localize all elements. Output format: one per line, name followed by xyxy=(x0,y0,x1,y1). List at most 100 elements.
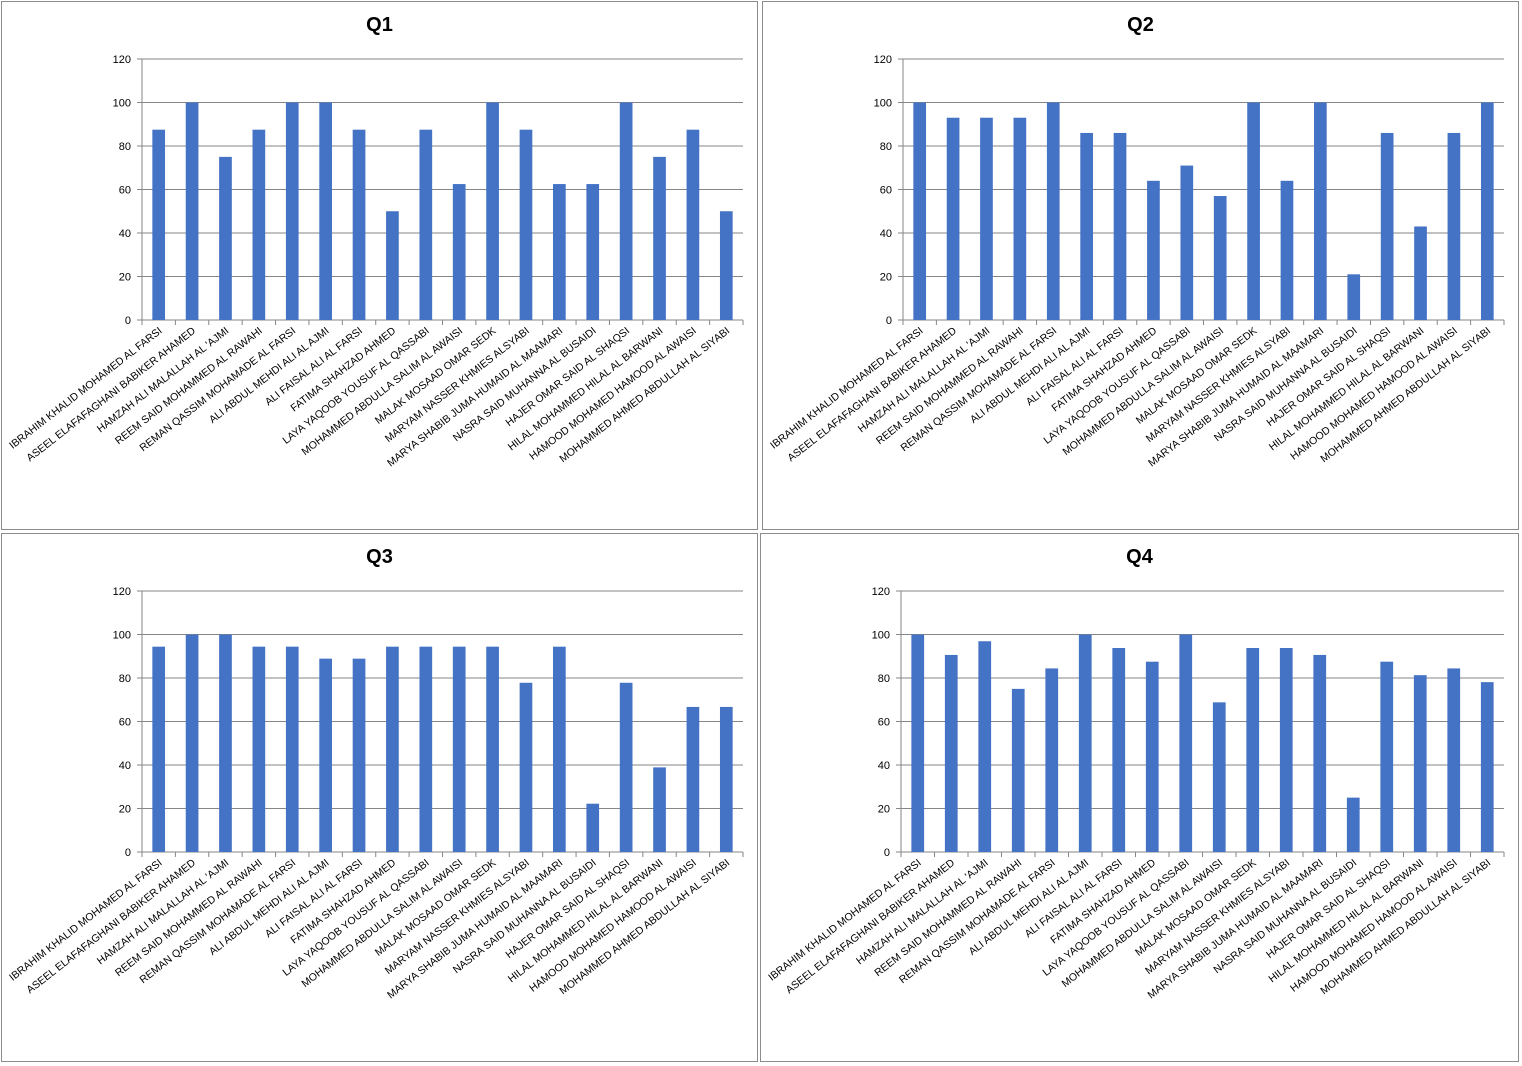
bar xyxy=(586,184,600,320)
bar xyxy=(586,803,600,852)
bar xyxy=(1314,102,1327,320)
bar xyxy=(486,102,499,320)
bar xyxy=(978,641,992,852)
y-tick-label: 80 xyxy=(878,673,890,685)
bar xyxy=(686,129,700,320)
chart-svg: 0 20 40 60 80 100 120 IBRAHIM KHALID MOHAMED AL… xyxy=(7,586,744,1001)
bar xyxy=(252,129,266,320)
x-tick-label: IBRAHIM KHALID MOHAMED AL FARSI xyxy=(7,325,164,452)
y-tick-label: 80 xyxy=(880,141,892,153)
y-tick-label: 120 xyxy=(872,586,890,598)
bar xyxy=(911,634,925,852)
bar xyxy=(185,634,199,852)
chart-svg: 0 20 40 60 80 100 120 IBRAHIM KHALID MOHAMED AL… xyxy=(766,586,1505,1001)
bar xyxy=(152,129,166,320)
bar xyxy=(1013,117,1027,320)
bar xyxy=(1112,647,1126,852)
y-tick-label: 60 xyxy=(880,185,892,197)
y-tick-label: 40 xyxy=(119,760,131,772)
y-tick-label: 60 xyxy=(119,185,131,197)
y-tick-label: 40 xyxy=(119,228,131,240)
bar xyxy=(1180,165,1194,320)
bar xyxy=(386,646,399,852)
chart-title: Q4 xyxy=(1126,546,1153,568)
bar xyxy=(1113,132,1127,320)
bar xyxy=(319,102,332,320)
bar xyxy=(452,184,466,320)
bar xyxy=(419,646,433,852)
bar xyxy=(486,646,499,852)
bar xyxy=(1447,132,1461,320)
bar xyxy=(619,102,633,320)
bar xyxy=(1313,654,1327,852)
y-tick-label: 100 xyxy=(874,98,892,110)
bar xyxy=(944,654,958,852)
bar xyxy=(1347,274,1361,320)
y-tick-label: 80 xyxy=(119,673,131,685)
bar xyxy=(1046,102,1060,320)
y-tick-label: 20 xyxy=(878,804,890,816)
bar xyxy=(1212,702,1226,852)
x-tick-label: IBRAHIM KHALID MOHAMED AL FARSI xyxy=(766,857,923,984)
x-tick-label: IBRAHIM KHALID MOHAMED AL FARSI xyxy=(768,325,925,452)
bar xyxy=(1078,634,1092,852)
chart-svg: 0 20 40 60 80 100 120 IBRAHIM KHALID MOHAMED AL… xyxy=(768,54,1505,469)
bar xyxy=(219,634,232,852)
bar xyxy=(1380,661,1394,852)
y-tick-label: 0 xyxy=(125,847,131,859)
bar xyxy=(1413,675,1427,852)
bar xyxy=(1480,102,1494,320)
bar xyxy=(352,658,366,852)
x-tick-label: IBRAHIM KHALID MOHAMED AL FARSI xyxy=(7,857,164,984)
bar xyxy=(219,156,232,320)
chart-panel-q4: Q4 0 20 40 60 80 100 120 IBRAHIM KHALID MOHAMED… xyxy=(760,533,1519,1062)
y-tick-label: 20 xyxy=(119,272,131,284)
bar xyxy=(419,129,433,320)
bar xyxy=(980,117,993,320)
bar xyxy=(1179,634,1193,852)
y-tick-label: 80 xyxy=(119,141,131,153)
y-tick-label: 40 xyxy=(880,228,892,240)
bar xyxy=(553,184,566,320)
y-tick-label: 100 xyxy=(113,630,131,642)
y-tick-label: 20 xyxy=(119,804,131,816)
y-tick-label: 20 xyxy=(880,272,892,284)
y-tick-label: 100 xyxy=(872,630,890,642)
bar xyxy=(1280,180,1294,320)
bar xyxy=(653,767,666,852)
chart-title: Q3 xyxy=(366,546,393,568)
bar xyxy=(1480,682,1494,852)
bar xyxy=(1279,647,1293,852)
bar xyxy=(1414,226,1427,320)
bar xyxy=(519,682,533,852)
bar xyxy=(619,682,633,852)
bar xyxy=(519,129,533,320)
chart-panel-q3: Q3 0 20 40 60 80 100 120 IBRAHIM KHALID MOHAMED… xyxy=(1,533,758,1062)
bar xyxy=(1080,132,1093,320)
y-tick-label: 0 xyxy=(884,847,890,859)
chart-title: Q2 xyxy=(1127,14,1154,36)
bar xyxy=(653,156,666,320)
bar xyxy=(913,102,927,320)
bar xyxy=(1045,668,1059,852)
bar xyxy=(152,646,166,852)
bar xyxy=(719,706,733,852)
y-tick-label: 120 xyxy=(113,586,131,598)
bar xyxy=(285,646,299,852)
bar xyxy=(386,211,399,320)
bar xyxy=(452,646,466,852)
bar xyxy=(1346,797,1360,852)
chart-panel-q1: Q1 0 20 40 60 80 100 120 IBRAHIM KHALID MOHAMED… xyxy=(1,1,758,530)
bar xyxy=(185,102,199,320)
y-tick-label: 100 xyxy=(113,98,131,110)
y-tick-label: 60 xyxy=(119,717,131,729)
bar xyxy=(1145,661,1159,852)
bar xyxy=(1246,647,1260,852)
y-tick-label: 0 xyxy=(886,315,892,327)
chart-svg: 0 20 40 60 80 100 120 IBRAHIM KHALID MOHAMED AL… xyxy=(7,54,744,469)
bar xyxy=(1447,668,1461,852)
bar xyxy=(1380,132,1394,320)
bar xyxy=(352,129,366,320)
y-tick-label: 120 xyxy=(113,54,131,66)
y-tick-label: 40 xyxy=(878,760,890,772)
